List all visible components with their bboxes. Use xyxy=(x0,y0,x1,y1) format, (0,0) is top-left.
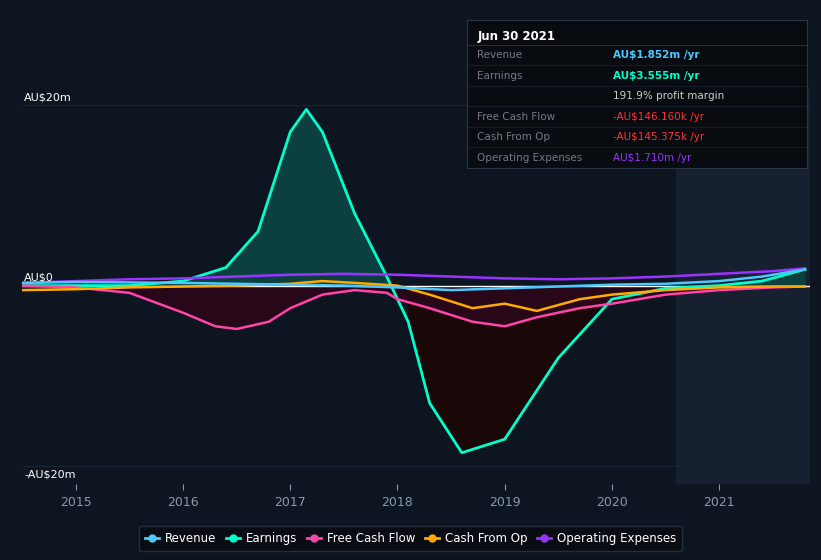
Text: Operating Expenses: Operating Expenses xyxy=(477,153,583,163)
Text: AU$1.710m /yr: AU$1.710m /yr xyxy=(613,153,691,163)
Text: -AU$20m: -AU$20m xyxy=(25,469,76,479)
Text: Earnings: Earnings xyxy=(477,71,523,81)
Text: -AU$146.160k /yr: -AU$146.160k /yr xyxy=(613,111,704,122)
Text: Cash From Op: Cash From Op xyxy=(477,132,550,142)
Text: Revenue: Revenue xyxy=(477,50,522,60)
Text: Free Cash Flow: Free Cash Flow xyxy=(477,111,556,122)
Text: Jun 30 2021: Jun 30 2021 xyxy=(477,30,555,43)
Text: AU$20m: AU$20m xyxy=(25,92,72,102)
Text: AU$1.852m /yr: AU$1.852m /yr xyxy=(613,50,699,60)
Text: 191.9% profit margin: 191.9% profit margin xyxy=(613,91,725,101)
Bar xyxy=(677,87,810,484)
Text: -AU$145.375k /yr: -AU$145.375k /yr xyxy=(613,132,704,142)
Text: AU$3.555m /yr: AU$3.555m /yr xyxy=(613,71,699,81)
Legend: Revenue, Earnings, Free Cash Flow, Cash From Op, Operating Expenses: Revenue, Earnings, Free Cash Flow, Cash … xyxy=(139,526,682,551)
Text: AU$0: AU$0 xyxy=(25,273,54,283)
